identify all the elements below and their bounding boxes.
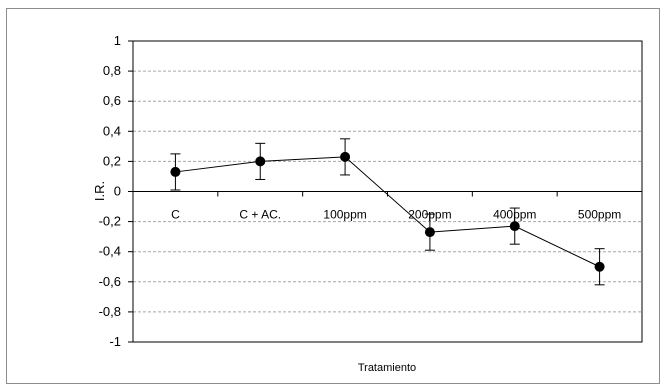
data-point	[170, 166, 181, 177]
x-tick-label: 100ppm	[323, 208, 366, 222]
y-tick-label: -1	[109, 334, 121, 349]
x-tick-label: 500ppm	[578, 208, 621, 222]
y-tick-label: -0,8	[99, 304, 121, 319]
y-axis-title: I.R.	[92, 181, 107, 201]
y-tick-label: 1	[114, 33, 121, 48]
data-point	[594, 261, 605, 272]
y-tick-label: 0,6	[103, 93, 121, 108]
error-bars	[170, 138, 605, 286]
series-line	[175, 156, 600, 268]
data-point	[424, 227, 435, 238]
y-tick-label: 0,8	[103, 63, 121, 78]
series-polyline	[175, 156, 600, 268]
y-tick-label: 0,4	[103, 123, 121, 138]
data-point	[340, 151, 351, 162]
x-tick-label: C	[171, 208, 180, 222]
x-tick-label: C + AC.	[239, 208, 281, 222]
data-point	[255, 156, 266, 167]
y-tick-label: -0,4	[99, 244, 121, 259]
y-tick-label: 0,2	[103, 153, 121, 168]
x-axis-title: Tratamiento	[358, 362, 416, 374]
y-tick-label: 0	[114, 184, 121, 199]
y-tick-label: -0,2	[99, 214, 121, 229]
data-point	[509, 221, 520, 232]
y-tick-label: -0,6	[99, 274, 121, 289]
data-points	[170, 151, 605, 272]
y-axis-ticks: 1 0,8 0,6 0,4 0,2 0 -0,2 -0,4 -0,6 -0,8 -1	[99, 33, 133, 349]
x-axis-categories: CC + AC.100ppm200ppm400ppm500ppm	[132, 191, 643, 222]
